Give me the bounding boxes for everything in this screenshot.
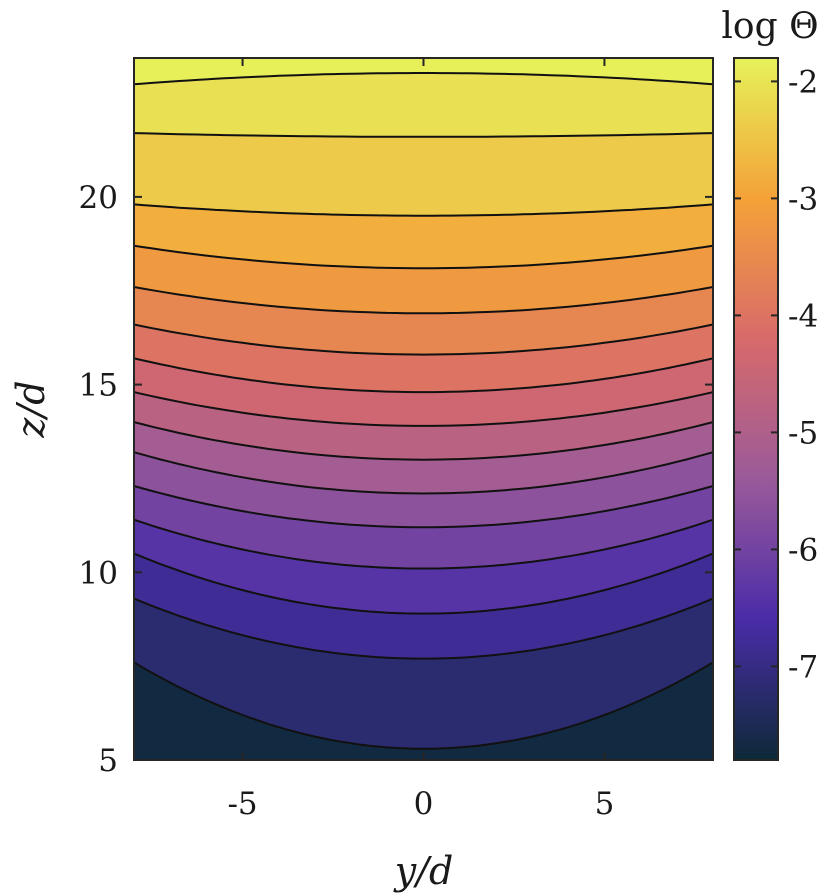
y-tick-label: 20 [79,180,118,216]
contour-line [134,286,713,315]
contour-line [134,661,713,750]
x-tick-label: 5 [595,786,615,822]
contour-line [134,203,713,217]
contour-line [134,421,713,461]
colorbar-title: log Θ [721,6,818,47]
y-tick-label: 15 [79,368,118,404]
y-tick-label: 10 [79,555,118,591]
colorbar-tick-label: -7 [788,649,818,685]
x-tick-label: 0 [414,786,434,822]
contour-line [134,357,713,394]
colorbar [733,57,779,761]
colorbar-tick-label: -5 [788,415,818,451]
x-axis: -5 0 5 [227,58,614,822]
contour-line [134,552,713,615]
y-axis-label: z/d [9,380,53,438]
colorbar-ticks: -7 -6 -5 -4 -3 -2 [734,64,818,685]
contour-fill-regions [134,58,713,760]
x-axis-label: y/d [393,849,454,893]
contour-band [134,58,713,137]
colorbar-tick-label: -6 [788,532,818,568]
contour-line [134,597,713,660]
contour-line [134,72,713,86]
contour-band [134,58,713,85]
contour-line [134,485,713,529]
colorbar-tick-label: -2 [788,64,818,100]
contour-line [134,132,713,138]
y-tick-label: 5 [98,743,118,779]
colorbar-tick-label: -3 [788,181,818,217]
contour-lines [134,72,713,750]
x-tick-label: -5 [227,786,257,822]
contour-line [134,323,713,356]
contour-line [134,451,713,495]
contour-line [134,518,713,570]
contour-line [134,391,713,427]
colorbar-tick-label: -4 [788,298,818,334]
contour-line [134,244,713,270]
y-axis: 5 10 15 20 [79,180,713,779]
